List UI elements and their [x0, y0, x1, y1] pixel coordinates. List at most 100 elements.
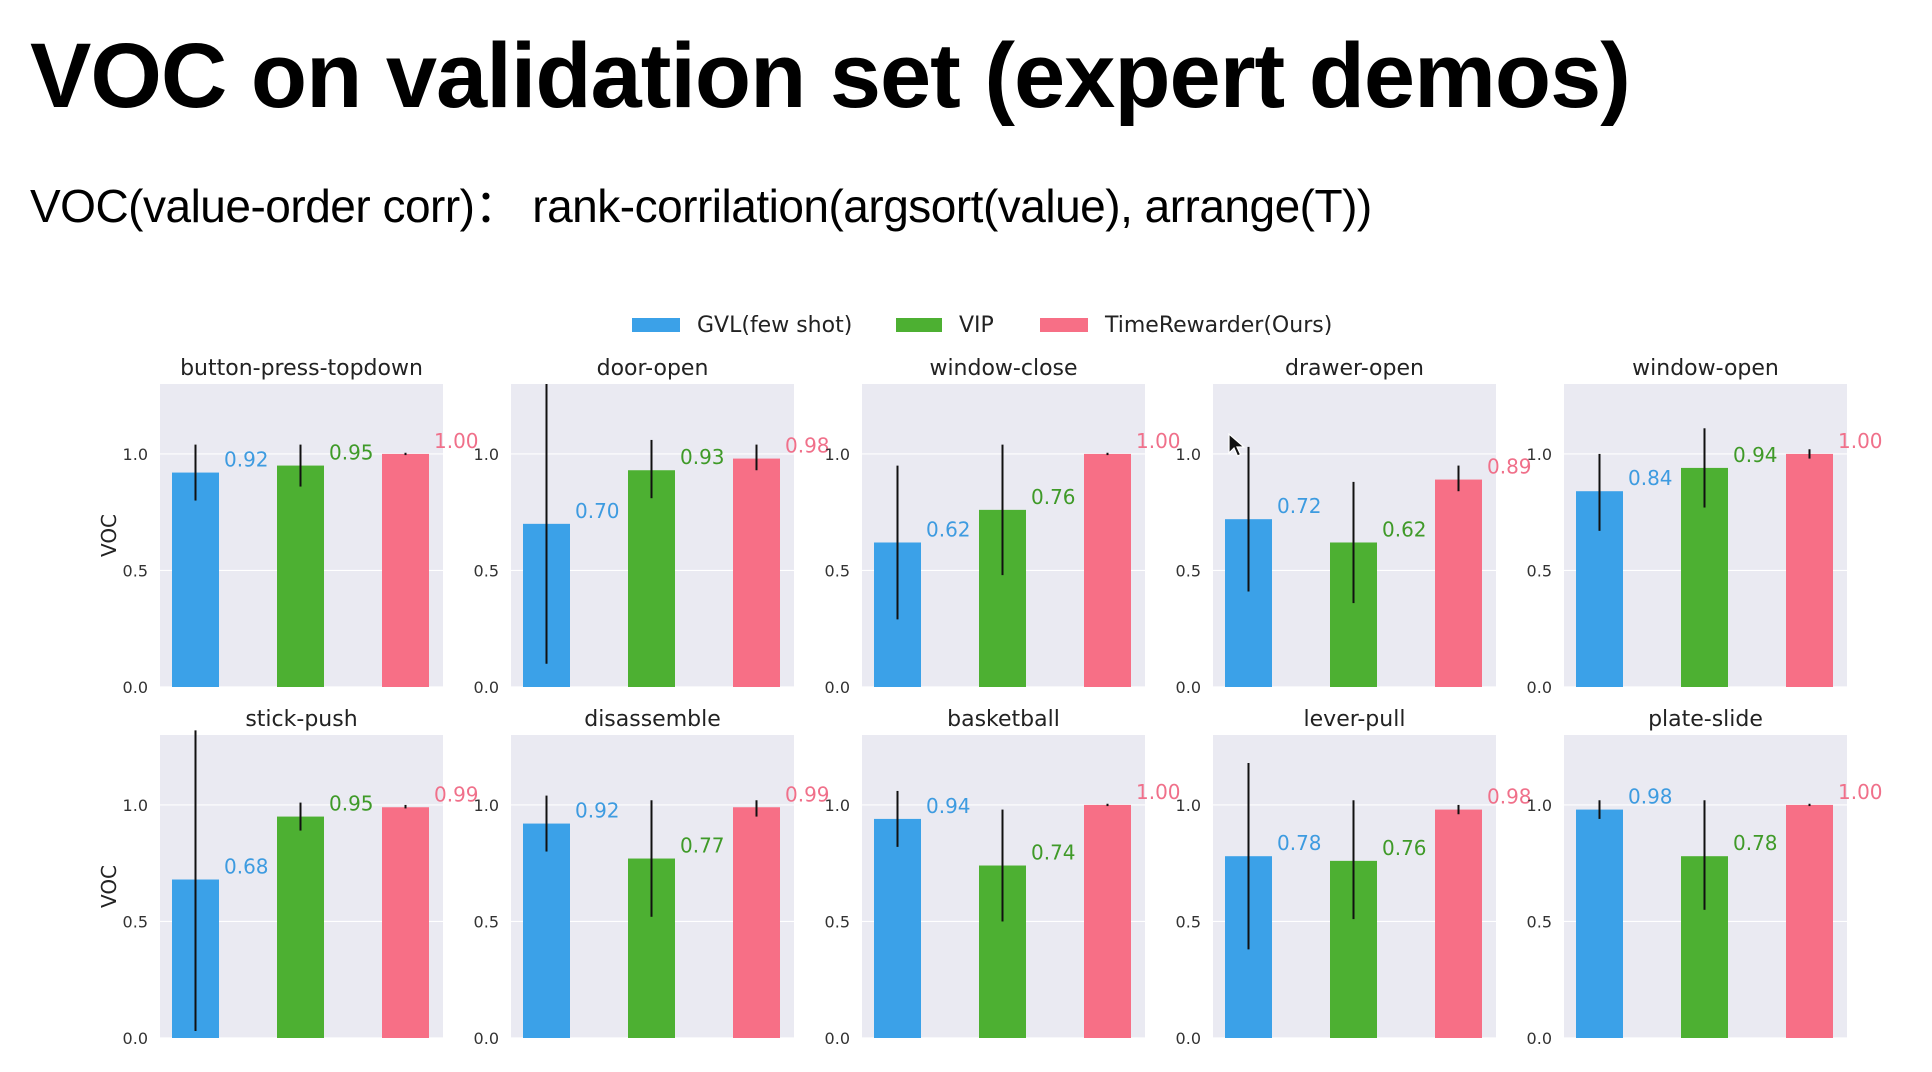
y-tick-label: 0.0	[1527, 678, 1552, 697]
subplot-drawer-open: 0.0 0.5 1.0 drawer-open 0.72 0.62 0.89	[1176, 356, 1532, 697]
subplot-title: drawer-open	[1285, 356, 1424, 381]
subplot-plate-slide: 0.0 0.5 1.0 plate-slide 0.98 0.78 1.00	[1527, 707, 1883, 1048]
subplot-title: door-open	[597, 356, 709, 381]
legend-label-0: GVL(few shot)	[697, 313, 852, 338]
y-tick-label: 0.0	[1527, 1029, 1552, 1048]
subplot-title: disassemble	[584, 707, 721, 732]
y-tick-label: 1.0	[123, 796, 148, 815]
slide-title: VOC on validation set (expert demos)	[30, 25, 1631, 127]
y-tick-label: 0.0	[825, 678, 850, 697]
bar-value-label: 0.72	[1277, 494, 1322, 518]
bar-value-label: 0.99	[785, 782, 830, 806]
bar-value-label: 0.62	[926, 517, 971, 541]
subplot-basketball: 0.0 0.5 1.0 basketball 0.94 0.74 1.00	[825, 707, 1181, 1048]
bar-value-label: 0.78	[1733, 831, 1778, 855]
bar-value-label: 1.00	[434, 429, 479, 453]
y-tick-label: 0.0	[474, 678, 499, 697]
bar-value-label: 0.95	[329, 441, 374, 465]
bar-value-label: 0.76	[1031, 485, 1076, 509]
bar-TimeRewarder(Ours)	[733, 807, 780, 1038]
bar-value-label: 0.74	[1031, 841, 1076, 865]
bar-value-label: 0.92	[224, 448, 269, 472]
subplot-lever-pull: 0.0 0.5 1.0 lever-pull 0.78 0.76 0.98	[1176, 707, 1532, 1048]
y-tick-label: 0.0	[1176, 678, 1201, 697]
bar-value-label: 0.95	[329, 792, 374, 816]
bar-GVL(few shot)	[874, 818, 921, 1038]
bar-TimeRewarder(Ours)	[1084, 804, 1131, 1038]
subplot-disassemble: 0.0 0.5 1.0 disassemble 0.92 0.77 0.99	[474, 707, 830, 1048]
legend-label-1: VIP	[959, 313, 994, 338]
y-tick-label: 1.0	[1176, 445, 1201, 464]
bar-TimeRewarder(Ours)	[733, 458, 780, 687]
bar-VIP	[628, 470, 675, 687]
subplot-title: lever-pull	[1304, 707, 1406, 732]
subplot-window-open: 0.0 0.5 1.0 window-open 0.84 0.94 1.00	[1527, 356, 1883, 697]
legend-swatch-0	[632, 318, 680, 332]
bar-value-label: 1.00	[1838, 780, 1883, 804]
y-tick-label: 0.5	[1176, 912, 1201, 931]
bar-TimeRewarder(Ours)	[1435, 809, 1482, 1038]
y-tick-label: 0.5	[474, 912, 499, 931]
y-tick-label: 0.5	[123, 912, 148, 931]
bar-value-label: 0.94	[926, 794, 971, 818]
y-tick-label: 0.5	[123, 561, 148, 580]
y-tick-label: 0.0	[123, 678, 148, 697]
chart-panels: 0.0 0.5 1.0 button-press-topdown VOC 0.92 0.95…	[97, 356, 1883, 1048]
y-tick-label: 1.0	[825, 445, 850, 464]
legend-swatch-1	[896, 318, 942, 332]
y-tick-label: 1.0	[123, 445, 148, 464]
bar-value-label: 0.84	[1628, 466, 1673, 490]
bar-TimeRewarder(Ours)	[1435, 479, 1482, 687]
y-axis-label: VOC	[97, 865, 121, 908]
bar-TimeRewarder(Ours)	[1786, 804, 1833, 1038]
y-tick-label: 1.0	[1527, 796, 1552, 815]
subplot-stick-push: 0.0 0.5 1.0 stick-push VOC 0.68 0.95 0.99	[97, 707, 479, 1048]
y-tick-label: 0.0	[1176, 1029, 1201, 1048]
y-tick-label: 0.0	[123, 1029, 148, 1048]
subplot-title: plate-slide	[1648, 707, 1763, 732]
subplot-door-open: 0.0 0.5 1.0 door-open 0.70 0.93 0.98	[474, 356, 830, 697]
bar-TimeRewarder(Ours)	[382, 807, 429, 1038]
bar-TimeRewarder(Ours)	[382, 453, 429, 687]
y-tick-label: 1.0	[825, 796, 850, 815]
bar-value-label: 0.98	[1628, 785, 1673, 809]
bar-value-label: 0.68	[224, 855, 269, 879]
bar-GVL(few shot)	[172, 472, 219, 687]
subplot-title: button-press-topdown	[180, 356, 423, 381]
bar-GVL(few shot)	[1576, 809, 1623, 1038]
bar-value-label: 0.89	[1487, 455, 1532, 479]
bar-VIP	[277, 816, 324, 1038]
y-tick-label: 0.5	[825, 561, 850, 580]
y-tick-label: 0.5	[474, 561, 499, 580]
bar-value-label: 1.00	[1838, 429, 1883, 453]
bar-value-label: 0.78	[1277, 831, 1322, 855]
bar-value-label: 0.93	[680, 445, 725, 469]
bar-value-label: 0.94	[1733, 443, 1778, 467]
bar-value-label: 0.98	[785, 434, 830, 458]
slide-subtitle: VOC(value-order corr)： rank-corrilation(…	[30, 180, 1372, 232]
bar-value-label: 0.62	[1382, 517, 1427, 541]
y-tick-label: 0.0	[825, 1029, 850, 1048]
y-axis-label: VOC	[97, 514, 121, 557]
legend-swatch-2	[1040, 318, 1088, 332]
bar-value-label: 1.00	[1136, 780, 1181, 804]
bar-VIP	[277, 465, 324, 687]
subplot-window-close: 0.0 0.5 1.0 window-close 0.62 0.76 1.00	[825, 356, 1181, 697]
y-tick-label: 0.5	[1176, 561, 1201, 580]
bar-value-label: 0.99	[434, 782, 479, 806]
y-tick-label: 1.0	[1527, 445, 1552, 464]
y-tick-label: 1.0	[474, 445, 499, 464]
bar-value-label: 0.92	[575, 799, 620, 823]
bar-GVL(few shot)	[523, 823, 570, 1038]
bar-value-label: 0.76	[1382, 836, 1427, 860]
y-tick-label: 0.5	[1527, 561, 1552, 580]
chart-legend: GVL(few shot) VIP TimeRewarder(Ours)	[632, 313, 1332, 338]
bar-TimeRewarder(Ours)	[1786, 453, 1833, 687]
mouse-cursor-icon	[1228, 433, 1246, 457]
subplot-button-press-topdown: 0.0 0.5 1.0 button-press-topdown VOC 0.92 0.95…	[97, 356, 479, 697]
subplot-title: basketball	[947, 707, 1060, 732]
legend-label-2: TimeRewarder(Ours)	[1104, 313, 1332, 338]
y-tick-label: 1.0	[474, 796, 499, 815]
bar-value-label: 1.00	[1136, 429, 1181, 453]
